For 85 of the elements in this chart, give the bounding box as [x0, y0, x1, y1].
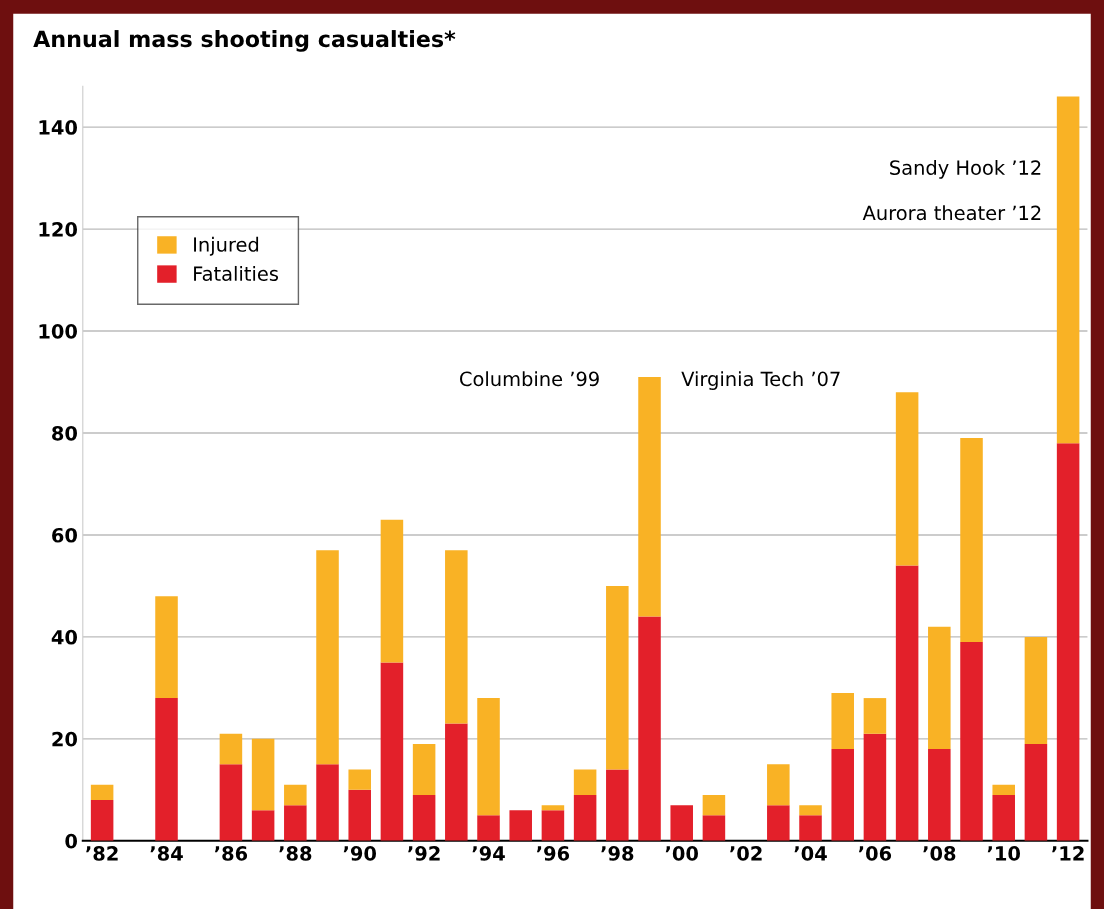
bar: [90, 784, 114, 801]
y-tick-label: 60: [52, 527, 78, 543]
bar: [863, 733, 887, 841]
y-tick-label: 100: [39, 324, 78, 339]
bar: [348, 789, 371, 841]
bar: [863, 698, 887, 734]
bar: [960, 438, 983, 643]
x-tick-label: ’06: [858, 846, 892, 861]
bar: [831, 749, 854, 841]
x-tick-label: ’08: [923, 846, 956, 861]
bar: [219, 764, 243, 841]
bar: [509, 810, 532, 841]
bar: [895, 392, 919, 566]
x-tick-label: ’10: [987, 846, 1021, 861]
bar: [895, 565, 919, 841]
bar: [831, 692, 854, 750]
bar: [445, 723, 468, 841]
bar: [541, 810, 565, 841]
bar: [1024, 743, 1048, 841]
x-tick-label: ’96: [536, 846, 570, 861]
x-tick-label: ’12: [1052, 846, 1084, 861]
bar: [799, 815, 822, 841]
bar: [606, 769, 629, 841]
annotation: Sandy Hook ’12: [890, 159, 1041, 179]
bar: [251, 738, 275, 811]
x-tick-label: ’04: [794, 846, 827, 861]
chart-title: Annual mass shooting casualties*: [33, 30, 456, 52]
x-tick-label: ’94: [472, 846, 505, 861]
x-tick-label: ’90: [343, 846, 377, 861]
bar: [928, 749, 951, 841]
x-tick-label: ’84: [150, 846, 183, 861]
x-tick-label: ’88: [279, 846, 312, 861]
bar: [477, 815, 500, 841]
bar: [638, 616, 661, 841]
bar: [155, 596, 178, 699]
legend-label: Injured: [194, 236, 259, 256]
bar: [992, 784, 1015, 795]
bar: [380, 519, 404, 663]
bar: [670, 805, 693, 841]
bar: [541, 805, 565, 811]
bar: [445, 550, 468, 724]
bar: [284, 805, 307, 841]
bar: [155, 698, 178, 841]
bar: [316, 764, 339, 841]
bar: [1024, 636, 1048, 744]
bar: [702, 815, 726, 841]
legend-label: Fatalities: [194, 265, 279, 281]
x-tick-label: ’86: [214, 846, 248, 861]
bar: [573, 794, 597, 841]
bar: [767, 805, 790, 841]
y-tick-label: 20: [52, 731, 78, 747]
bar: [316, 550, 339, 765]
y-tick-label: 80: [52, 425, 78, 441]
y-tick-label: 40: [51, 629, 78, 645]
bar: [477, 698, 500, 816]
bar: [380, 662, 404, 841]
annotation: Virginia Tech ’07: [681, 371, 840, 391]
bar: [348, 769, 371, 790]
bar: [928, 626, 951, 750]
x-tick-label: ’02: [730, 846, 762, 861]
bar: [638, 376, 661, 617]
bar: [412, 743, 436, 795]
bar: [284, 784, 307, 806]
bar: [799, 805, 822, 816]
x-tick-label: ’82: [86, 846, 118, 861]
x-tick-label: ’98: [601, 846, 634, 861]
bar: [960, 642, 983, 841]
x-tick-label: ’92: [408, 846, 440, 861]
bar: [606, 585, 629, 770]
bar: [251, 810, 275, 841]
y-tick-label: 120: [39, 222, 78, 237]
bar: [767, 764, 790, 806]
bar: [412, 794, 436, 841]
y-tick-label: 140: [39, 120, 78, 135]
bar: [219, 733, 243, 765]
annotation: Columbine ’99: [460, 371, 599, 387]
y-tick-label: 0: [65, 833, 78, 849]
bar: [573, 769, 597, 795]
annotation: Aurora theater ’12: [862, 205, 1041, 221]
bar: [702, 794, 726, 816]
x-tick-label: ’00: [665, 846, 699, 861]
bar: [1056, 443, 1080, 841]
bar: [90, 800, 114, 841]
bar: [1056, 96, 1080, 444]
bar: [992, 794, 1015, 841]
